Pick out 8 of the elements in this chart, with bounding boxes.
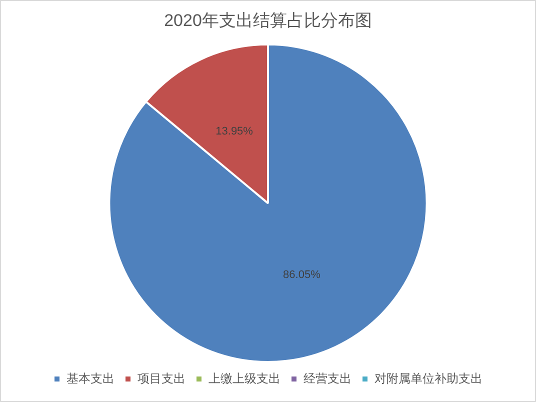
chart-title: 2020年支出结算占比分布图: [164, 10, 372, 30]
legend-label: 项目支出: [138, 371, 186, 386]
legend-label: 上缴上级支出: [208, 371, 280, 386]
data-label: 86.05%: [283, 269, 321, 282]
legend-label: 基本支出: [66, 371, 114, 386]
legend-label: 对附属单位补助支出: [374, 371, 482, 386]
legend-label: 经营支出: [304, 371, 352, 386]
data-label: 13.95%: [216, 125, 254, 138]
